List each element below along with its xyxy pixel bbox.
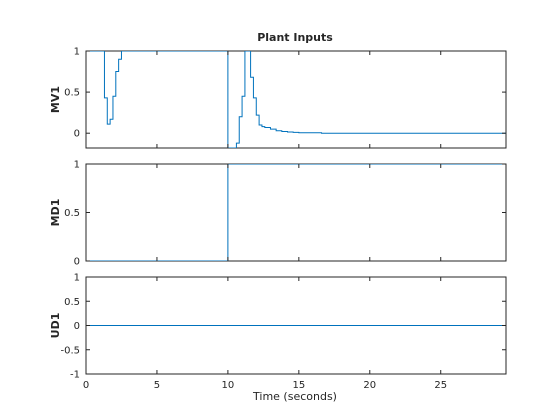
y-tick-label: 1 bbox=[74, 160, 80, 171]
subplot-2: 0 0.5 1 MD1 bbox=[49, 160, 507, 268]
series-line bbox=[86, 51, 506, 148]
y-axis-label: MV1 bbox=[49, 86, 62, 113]
y-tick-label: 1 bbox=[74, 47, 80, 58]
axes-box bbox=[85, 50, 507, 149]
axes-box bbox=[85, 163, 507, 262]
x-tick-label: 10 bbox=[222, 380, 235, 391]
x-tick-label: 20 bbox=[363, 380, 376, 391]
y-tick-label: 0 bbox=[74, 321, 80, 332]
series-line bbox=[86, 164, 506, 261]
y-tick-label: 0.5 bbox=[64, 208, 80, 219]
x-axis-label: Time (seconds) bbox=[252, 390, 337, 403]
chart-title: Plant Inputs bbox=[257, 31, 333, 44]
x-tick-label: 15 bbox=[292, 380, 305, 391]
y-tick-label: 0 bbox=[74, 257, 80, 268]
y-axis-label: UD1 bbox=[49, 313, 62, 339]
y-tick-label: -0.5 bbox=[60, 345, 80, 356]
y-tick-label: 0.5 bbox=[64, 297, 80, 308]
y-tick-label: 1 bbox=[74, 273, 80, 284]
y-tick-label: -1 bbox=[70, 370, 80, 381]
y-axis-label: MD1 bbox=[49, 199, 62, 227]
subplot-1: 0 0.5 1 MV1 bbox=[49, 47, 507, 149]
x-tick-label: 0 bbox=[83, 380, 89, 391]
x-tick-label: 5 bbox=[154, 380, 160, 391]
y-tick-label: 0.5 bbox=[64, 88, 80, 99]
x-tick-label: 25 bbox=[434, 380, 447, 391]
y-tick-label: 0 bbox=[74, 129, 80, 140]
